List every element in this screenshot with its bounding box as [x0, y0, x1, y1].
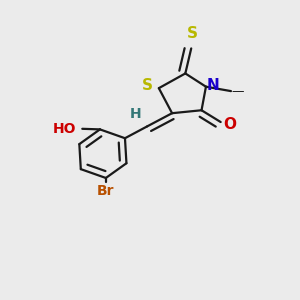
- Text: N: N: [207, 78, 220, 93]
- Text: S: S: [187, 26, 198, 41]
- Text: O: O: [224, 117, 237, 132]
- Text: —: —: [232, 85, 244, 98]
- Text: Br: Br: [97, 184, 115, 198]
- Text: S: S: [142, 78, 153, 93]
- Text: H: H: [130, 107, 142, 122]
- Text: HO: HO: [52, 122, 76, 136]
